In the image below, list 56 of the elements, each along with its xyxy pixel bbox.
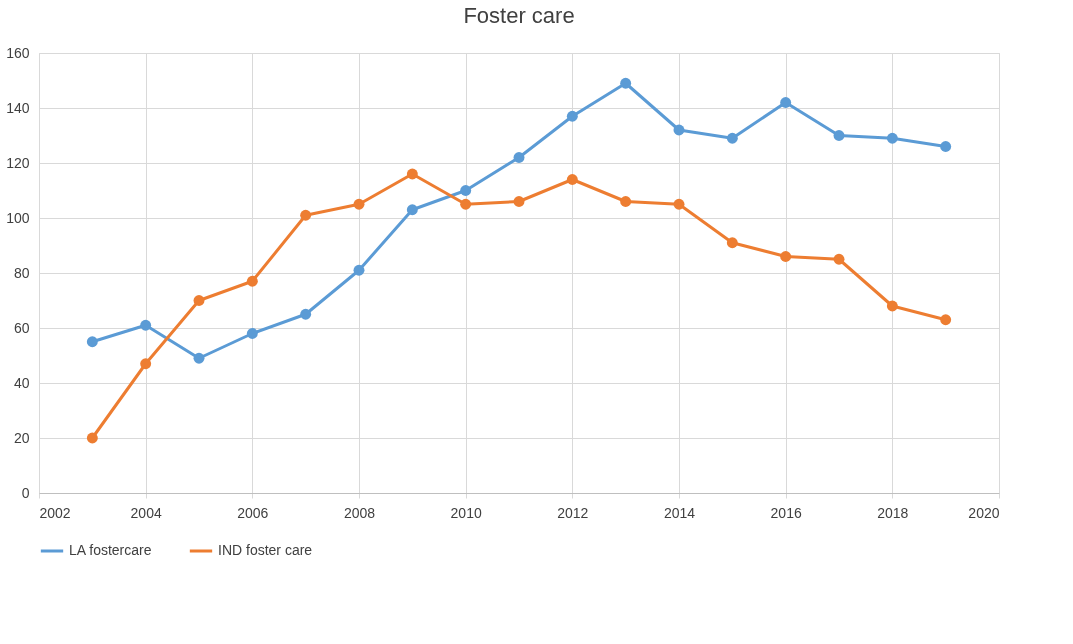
point [246,275,258,287]
point [406,168,418,180]
y-tick-label: 120 [6,154,30,171]
point [566,110,578,122]
x-tick-label: 2002 [39,504,71,521]
point [673,198,685,210]
point [886,300,898,312]
point [513,152,525,163]
y-tick-label: 100 [6,209,30,226]
point [300,209,312,221]
x-tick-label: 2014 [663,504,696,521]
point [620,196,632,207]
point [86,336,98,348]
x-tick-label: 2020 [968,504,1000,521]
x-tick-label: 2004 [130,504,162,521]
y-tick-label: 60 [13,319,30,336]
point [353,198,365,210]
y-tick-label: 160 [6,44,30,61]
point [566,174,578,185]
point [353,264,365,276]
chart-title: Foster care [463,3,575,28]
y-tick-label: 140 [6,99,30,116]
point [86,432,98,444]
point [780,251,792,262]
point [940,141,952,152]
point [673,124,685,136]
point [780,97,792,108]
point [940,314,952,326]
x-tick-label: 2012 [557,504,589,521]
x-tick-label: 2018 [877,504,909,521]
point [246,328,258,339]
y-tick-label: 0 [21,484,30,501]
point [620,77,632,89]
y-tick-label: 40 [13,374,30,391]
x-tick-label: 2010 [450,504,482,521]
point [833,130,845,141]
legend-label: IND foster care [218,542,313,558]
point [140,358,152,370]
point [726,237,738,249]
point [513,196,525,207]
y-tick-label: 80 [13,264,30,281]
x-tick-label: 2008 [343,504,376,521]
point [193,352,205,364]
point [886,132,898,144]
point [193,295,205,306]
point [406,204,418,216]
x-tick-label: 2006 [237,504,269,521]
point [300,308,312,320]
legend-label: LA fostercare [69,542,152,558]
point [140,319,152,331]
y-tick-label: 20 [13,429,30,446]
point [460,198,472,210]
x-tick-label: 2016 [770,504,802,521]
point [833,253,845,265]
point [460,185,472,196]
point [726,132,738,144]
